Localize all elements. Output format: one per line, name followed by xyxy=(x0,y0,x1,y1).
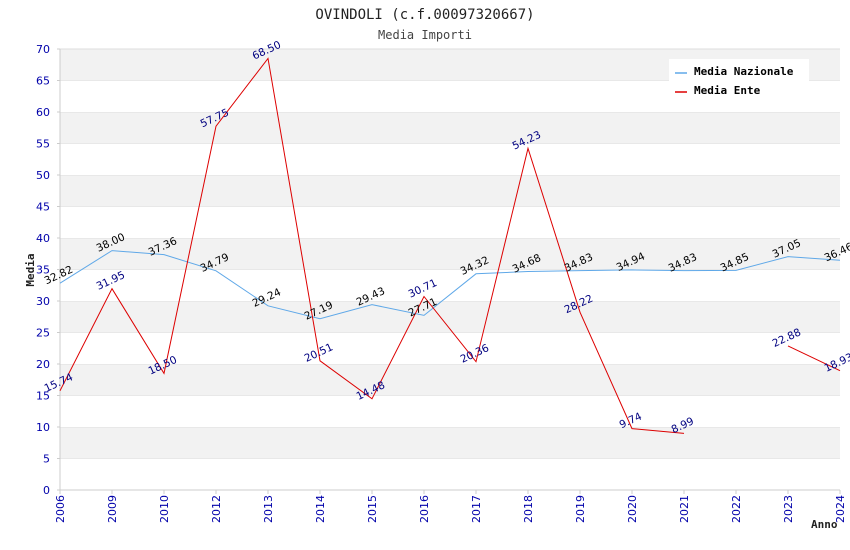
y-tick-label: 50 xyxy=(36,169,50,182)
y-tick-label: 70 xyxy=(36,43,50,56)
grid-band xyxy=(60,458,840,490)
legend-label-nazionale: Media Nazionale xyxy=(694,65,794,78)
y-tick-label: 35 xyxy=(36,264,50,277)
y-tick-label: 30 xyxy=(36,295,50,308)
y-tick-label: 15 xyxy=(36,390,50,403)
grid-band xyxy=(60,238,840,270)
x-tick-label: 2009 xyxy=(106,495,119,523)
y-tick-label: 20 xyxy=(36,358,50,371)
x-tick-label: 2016 xyxy=(418,495,431,523)
x-tick-label: 2022 xyxy=(730,495,743,523)
chart-subtitle: Media Importi xyxy=(378,28,472,42)
legend: Media Nazionale Media Ente xyxy=(669,59,809,101)
y-tick-label: 0 xyxy=(43,484,50,497)
y-tick-label: 60 xyxy=(36,106,50,119)
y-tick-label: 45 xyxy=(36,201,50,214)
y-tick-label: 5 xyxy=(43,453,50,466)
x-tick-label: 2020 xyxy=(626,495,639,523)
grid-band xyxy=(60,332,840,364)
grid-band xyxy=(60,395,840,427)
grid-band xyxy=(60,175,840,207)
y-tick-label: 25 xyxy=(36,327,50,340)
grid-band xyxy=(60,364,840,396)
x-tick-label: 2017 xyxy=(470,495,483,523)
x-axis-label: Anno xyxy=(811,518,838,531)
x-tick-label: 2006 xyxy=(54,495,67,523)
chart-title: OVINDOLI (c.f.00097320667) xyxy=(315,7,534,23)
x-axis-ticks: 2006 2009 2010 2012 2013 2014 2015 2016 2017 2018… xyxy=(54,490,847,523)
y-tick-label: 10 xyxy=(36,421,50,434)
grid-band xyxy=(60,301,840,333)
y-tick-label: 55 xyxy=(36,138,50,151)
grid-band xyxy=(60,112,840,144)
y-tick-label: 40 xyxy=(36,232,50,245)
series-line-nazionale xyxy=(59,250,841,320)
legend-label-ente: Media Ente xyxy=(694,84,761,97)
x-tick-label: 2013 xyxy=(262,495,275,523)
legend-box xyxy=(669,59,809,101)
x-tick-label: 2019 xyxy=(574,495,587,523)
grid-band xyxy=(60,269,840,301)
x-tick-label: 2012 xyxy=(210,495,223,523)
y-axis-ticks: 0 5 10 15 20 25 30 35 40 45 50 55 60 65 70 xyxy=(36,43,60,497)
x-tick-label: 2014 xyxy=(314,495,327,523)
grid-band xyxy=(60,206,840,238)
grid-band xyxy=(60,143,840,175)
x-tick-label: 2021 xyxy=(678,495,691,523)
y-axis-label: Media xyxy=(24,253,37,286)
series-line-ente xyxy=(787,345,841,372)
x-tick-label: 2023 xyxy=(782,495,795,523)
series-line-ente xyxy=(59,57,685,434)
x-tick-label: 2018 xyxy=(522,495,535,523)
y-tick-label: 65 xyxy=(36,75,50,88)
x-tick-label: 2010 xyxy=(158,495,171,523)
series-lines xyxy=(59,57,841,434)
grid-band xyxy=(60,427,840,459)
x-tick-label: 2015 xyxy=(366,495,379,523)
x-tick-label: 2024 xyxy=(834,495,847,523)
